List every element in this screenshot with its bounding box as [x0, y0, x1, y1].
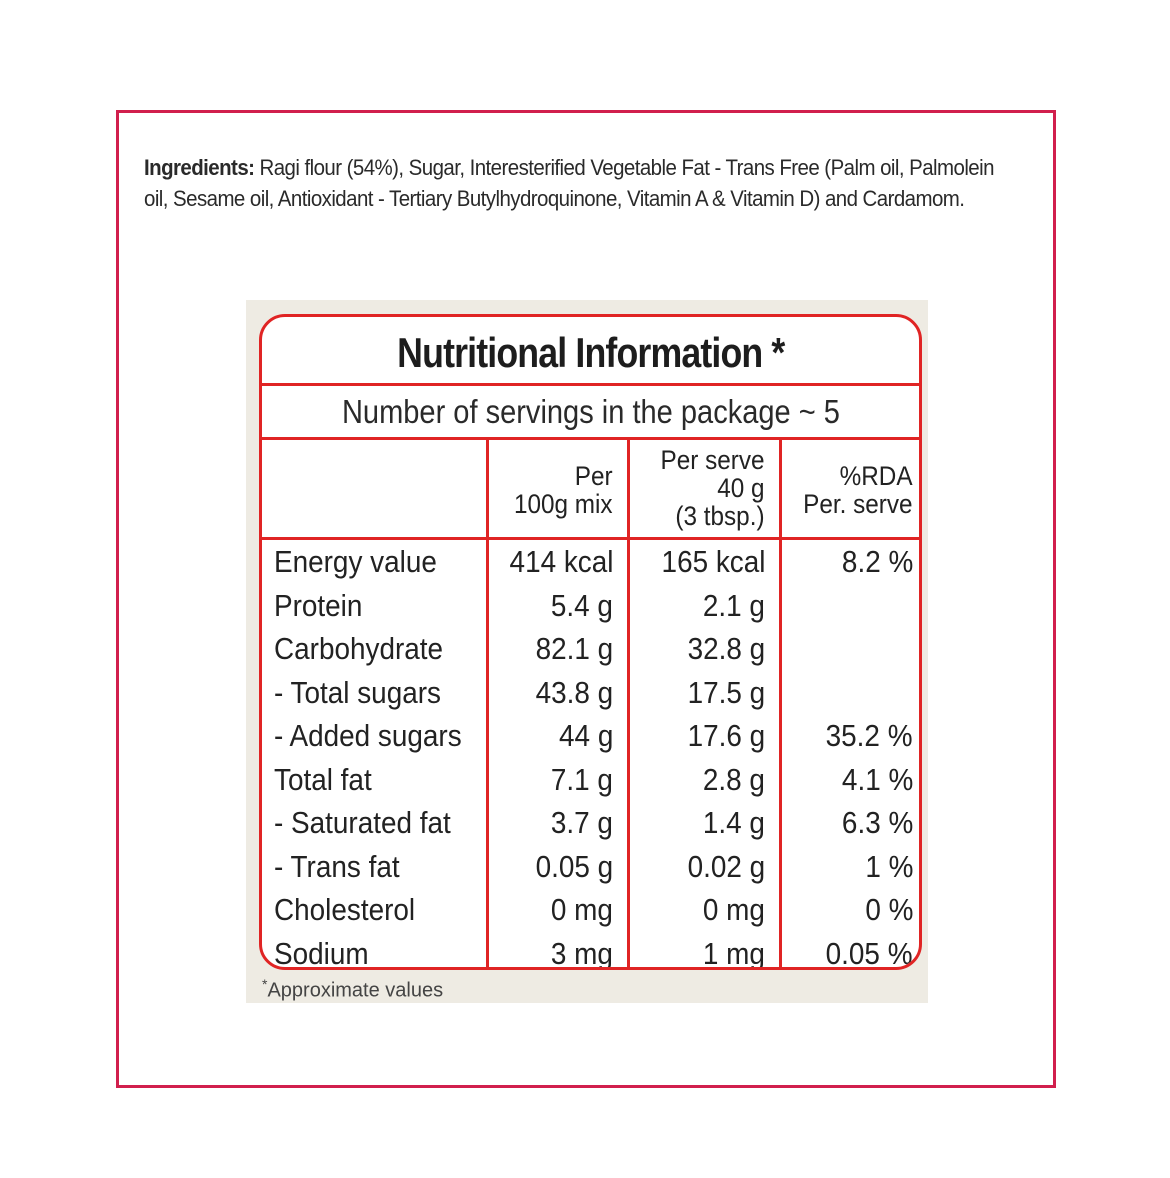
per-100g-value: 5.4 g — [489, 583, 630, 627]
header-rda: %RDA Per. serve — [803, 461, 913, 519]
table-row: Protein 5.4 g 2.1 g — [262, 583, 919, 628]
servings-info: Number of servings in the package ~ 5 — [262, 386, 919, 440]
header-nutrient — [262, 440, 489, 537]
per-100g-value: 82.1 g — [489, 627, 630, 671]
rda-value: 0 % — [864, 892, 913, 927]
rda-value: 35.2 % — [826, 718, 913, 753]
nutrition-table: Nutritional Information * Number of serv… — [259, 314, 922, 970]
table-row: - Trans fat 0.05 g 0.02 g 1 % — [262, 844, 919, 888]
rda-value: 6.3 % — [841, 805, 913, 840]
ingredients-list: Ragi flour (54%), Sugar, Interesterified… — [144, 155, 995, 211]
per-serve-value: 17.6 g — [630, 714, 782, 758]
table-row: Carbohydrate 82.1 g 32.8 g — [262, 627, 919, 671]
per-serve-value: 17.5 g — [630, 670, 782, 714]
per-serve-value: 2.1 g — [630, 583, 782, 627]
rda-value — [782, 627, 919, 671]
per-100g-value: 414 kcal — [489, 540, 630, 584]
rda-value: 4.1 % — [841, 761, 913, 797]
per-serve-value: 1.4 g — [630, 801, 782, 845]
per-100g-value: 0 mg — [489, 888, 630, 932]
nutrient-name: - Total sugars — [262, 670, 489, 714]
header-per-serve: Per serve 40 g (3 tbsp.) — [630, 440, 782, 537]
per-serve-value: 0 mg — [630, 888, 782, 932]
ingredients-label: Ingredients: — [144, 155, 255, 180]
table-row: Cholesterol 0 mg 0 mg 0 % — [262, 888, 919, 932]
per-serve-value: 165 kcal — [630, 540, 782, 584]
per-100g-value: 44 g — [489, 714, 630, 758]
per-serve-value: 32.8 g — [630, 627, 782, 671]
outer-frame — [116, 110, 1056, 1088]
table-body: Energy value 414 kcal 165 kcal 8.2 % Protein… — [262, 540, 919, 970]
nutrient-name: Carbohydrate — [262, 627, 489, 671]
per-100g-value: 3 mg — [489, 931, 630, 967]
nutrient-name: Sodium — [262, 931, 489, 967]
per-100g-value: 43.8 g — [489, 670, 630, 714]
ingredients-text: Ingredients: Ragi flour (54%), Sugar, In… — [144, 152, 1000, 214]
rda-value: 0.05 % — [826, 935, 913, 970]
per-serve-value: 2.8 g — [630, 757, 782, 801]
rda-value: 1 % — [864, 848, 913, 884]
table-row: Energy value 414 kcal 165 kcal 8.2 % — [262, 540, 919, 584]
per-serve-value: 1 mg — [630, 931, 782, 967]
per-100g-value: 0.05 g — [489, 844, 630, 888]
nutrition-panel: Nutritional Information * Number of serv… — [246, 300, 928, 1003]
per-100g-value: 7.1 g — [489, 757, 630, 801]
per-100g-value: 3.7 g — [489, 801, 630, 845]
per-serve-value: 0.02 g — [630, 844, 782, 888]
nutrient-name: - Saturated fat — [262, 801, 489, 845]
footnote: *Approximate values — [262, 976, 444, 1002]
nutrient-name: Protein — [262, 583, 489, 627]
nutrient-name: Cholesterol — [262, 888, 489, 932]
nutrient-name: Total fat — [262, 757, 489, 801]
table-row: - Total sugars 43.8 g 17.5 g — [262, 670, 919, 715]
table-header: Per 100g mix Per serve 40 g (3 tbsp.) %RDA P… — [262, 440, 919, 540]
nutrition-title: Nutritional Information * — [262, 317, 919, 386]
nutrient-name: Energy value — [262, 540, 489, 584]
rda-value — [782, 584, 919, 628]
table-row: Sodium 3 mg 1 mg 0.05 % — [262, 931, 919, 970]
nutrient-name: - Added sugars — [262, 714, 489, 758]
rda-value — [782, 671, 919, 715]
table-row: Total fat 7.1 g 2.8 g 4.1 % — [262, 757, 919, 801]
header-per-100g: Per 100g mix — [489, 440, 630, 537]
table-row: - Added sugars 44 g 17.6 g 35.2 % — [262, 714, 919, 758]
rda-value: 8.2 % — [841, 544, 913, 579]
nutrient-name: - Trans fat — [262, 844, 489, 888]
table-row: - Saturated fat 3.7 g 1.4 g 6.3 % — [262, 801, 919, 845]
